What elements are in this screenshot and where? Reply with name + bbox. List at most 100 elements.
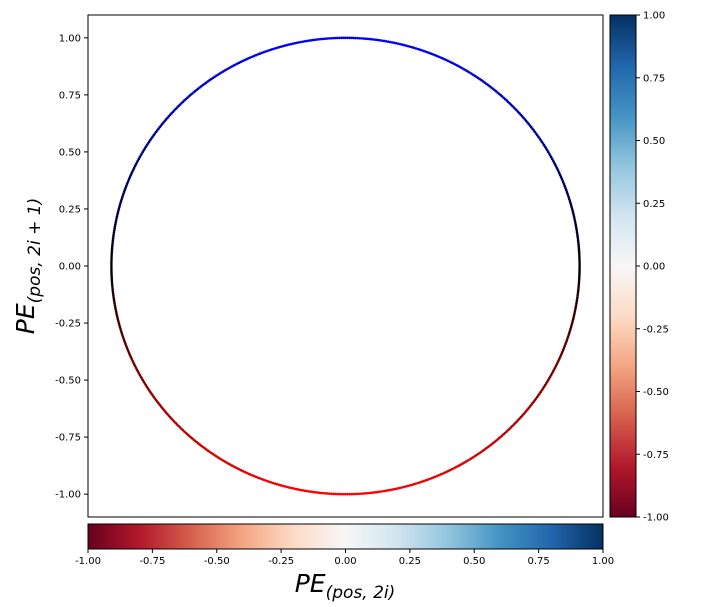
scatter-point	[115, 314, 119, 317]
scatter-point	[573, 312, 576, 315]
scatter-point	[114, 221, 118, 224]
scatter-point	[575, 230, 579, 234]
scatter-point	[110, 252, 114, 256]
colorbar-bottom-tick-label: -0.25	[268, 556, 294, 567]
scatter-point	[309, 490, 313, 493]
scatter-point	[115, 312, 118, 315]
scatter-point	[287, 43, 291, 46]
scatter-point	[110, 274, 113, 278]
scatter-point	[110, 250, 114, 254]
colorbar-bottom-tick-label: 1.00	[592, 556, 614, 567]
scatter-point	[338, 492, 341, 496]
colorbar-bottom-tick-label: -0.75	[139, 556, 165, 567]
scatter-point	[279, 45, 283, 48]
scatter-point	[295, 41, 299, 45]
scatter-point	[576, 238, 580, 242]
scatter-point	[404, 44, 408, 47]
scatter-point	[110, 266, 113, 270]
scatter-point	[116, 317, 120, 321]
colorbar-right-tick-label: -0.25	[643, 324, 669, 335]
scatter-point	[576, 232, 579, 236]
colorbar-bottom-tick-label: 0.50	[463, 556, 485, 567]
scatter-point	[313, 490, 317, 494]
scatter-point	[309, 39, 313, 42]
scatter-point	[390, 488, 394, 491]
scatter-point	[346, 36, 349, 40]
scatter-point	[110, 254, 113, 258]
scatter-point	[342, 492, 345, 496]
scatter-point	[112, 298, 116, 302]
scatter-point	[110, 258, 113, 262]
scatter-point	[315, 38, 319, 41]
colorbar-bottom-ticks: -1.00 -0.75 -0.50 -0.25 0.00 0.25 0.50 0.75 1.00	[75, 549, 614, 567]
scatter-point	[319, 37, 323, 41]
scatter-point	[317, 37, 321, 41]
scatter-point	[577, 278, 581, 282]
scatter-point	[291, 42, 295, 45]
scatter-point	[114, 308, 118, 311]
colorbar-right-tick-label: 0.75	[643, 73, 665, 84]
colorbar-right-tick-label: 0.00	[643, 262, 665, 273]
scatter-point	[340, 36, 343, 40]
scatter-point	[573, 310, 577, 313]
scatter-point	[404, 485, 408, 488]
y-tick-label: 0.75	[59, 90, 81, 101]
scatter-point	[113, 304, 117, 307]
scatter-point	[572, 213, 575, 216]
scatter-point	[398, 42, 402, 46]
scatter-point	[578, 256, 581, 260]
scatter-point	[281, 44, 285, 48]
scatter-point	[110, 268, 113, 272]
scatter-point	[113, 302, 116, 305]
scatter-point	[578, 270, 581, 274]
scatter-point	[380, 39, 384, 42]
scatter-point	[366, 491, 370, 495]
scatter-point	[333, 492, 337, 496]
scatter-point	[303, 39, 307, 43]
colorbar-right-tick-label: 0.50	[643, 136, 665, 147]
y-axis-ticks: -1.00 -0.75 -0.50 -0.25 0.00 0.25 0.50 0.75 1.00	[55, 33, 88, 501]
scatter-point	[356, 36, 360, 40]
scatter-point	[110, 276, 114, 280]
scatter-point	[575, 298, 579, 302]
scatter-point	[577, 250, 581, 254]
plot-area-frame	[87, 14, 604, 518]
scatter-point	[299, 40, 303, 44]
y-axis-label: PE(pos, 2i + 1)	[11, 198, 45, 334]
scatter-point	[400, 43, 404, 46]
scatter-point	[412, 482, 416, 486]
scatter-point	[111, 240, 114, 244]
scatter-point	[114, 219, 118, 222]
scatter-point	[112, 229, 116, 232]
scatter-point	[362, 492, 366, 495]
scatter-point	[299, 488, 303, 492]
scatter-point	[110, 280, 114, 284]
scatter-point	[578, 260, 581, 264]
scatter-point	[362, 37, 366, 40]
scatter-point	[576, 236, 580, 240]
scatter-point	[380, 490, 384, 493]
scatter-point	[384, 39, 388, 43]
scatter-point	[336, 36, 339, 40]
scatter-point	[576, 292, 580, 296]
scatter-point	[392, 487, 396, 491]
scatter-point	[273, 47, 277, 50]
scatter-point	[378, 39, 382, 42]
scatter-point	[374, 38, 378, 42]
y-tick-label: 0.25	[59, 204, 81, 215]
scatter-point	[111, 236, 115, 240]
scatter-point	[111, 238, 115, 242]
scatter-point	[319, 491, 323, 495]
scatter-point	[578, 268, 581, 272]
scatter-point	[408, 45, 412, 48]
scatter-point	[116, 213, 119, 216]
scatter-point	[287, 486, 291, 489]
scatter-point	[394, 41, 398, 45]
scatter-point	[574, 225, 578, 228]
scatter-point	[390, 41, 394, 44]
scatter-point	[368, 37, 372, 41]
scatter-point	[311, 38, 315, 42]
scatter-point	[285, 43, 289, 47]
scatter-point	[410, 45, 414, 49]
scatter-point	[111, 286, 114, 290]
